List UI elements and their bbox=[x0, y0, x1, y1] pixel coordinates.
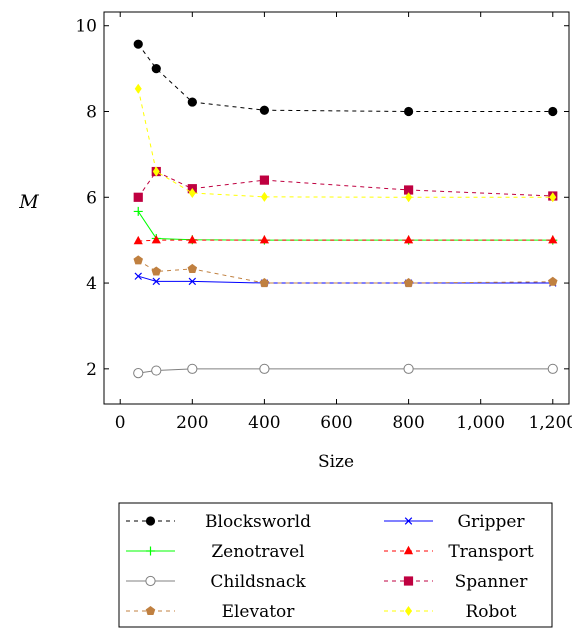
data-point-transport bbox=[133, 235, 143, 245]
data-point-elevator bbox=[259, 278, 270, 288]
data-point-blocksworld bbox=[548, 106, 558, 117]
series-blocksworld bbox=[133, 39, 558, 117]
series-transport bbox=[133, 234, 558, 245]
data-point-elevator bbox=[187, 263, 198, 273]
y-tick-label: 2 bbox=[86, 360, 97, 380]
x-tick-label: 1,000 bbox=[456, 413, 505, 433]
data-point-gripper bbox=[134, 272, 142, 280]
legend-label: Childsnack bbox=[210, 572, 306, 592]
legend: Blocksworld Gripper Zenotravel Transport Chi… bbox=[126, 512, 534, 622]
data-point-robot bbox=[152, 166, 160, 177]
series-line-gripper bbox=[138, 275, 553, 284]
data-point-blocksworld bbox=[403, 106, 414, 117]
y-axis-label: M bbox=[18, 191, 39, 213]
data-point-blocksworld bbox=[133, 39, 143, 49]
data-point-robot bbox=[134, 83, 142, 94]
series-layer bbox=[133, 39, 558, 379]
legend-box bbox=[118, 502, 553, 628]
y-tick-label: 6 bbox=[86, 188, 97, 208]
data-point-elevator bbox=[133, 255, 143, 265]
legend-entry-blocksworld: Blocksworld bbox=[126, 512, 311, 532]
data-point-spanner bbox=[133, 192, 143, 202]
data-point-blocksworld bbox=[259, 105, 270, 115]
legend-entry-gripper: Gripper bbox=[384, 512, 525, 532]
data-point-spanner bbox=[403, 185, 414, 195]
data-point-childsnack bbox=[133, 368, 144, 379]
x-tick-label: 200 bbox=[176, 413, 208, 433]
legend-entry-robot: Robot bbox=[384, 602, 517, 622]
series-elevator bbox=[133, 255, 558, 288]
data-point-transport bbox=[187, 234, 197, 244]
series-zenotravel bbox=[133, 206, 558, 245]
series-gripper bbox=[134, 272, 557, 287]
legend-label: Elevator bbox=[222, 602, 296, 622]
legend-swatch-marker bbox=[145, 606, 156, 616]
series-line-zenotravel bbox=[137, 211, 553, 241]
legend-label: Robot bbox=[466, 602, 517, 622]
legend-label: Spanner bbox=[455, 572, 529, 592]
legend-swatch-marker bbox=[405, 606, 412, 616]
data-point-elevator bbox=[548, 276, 558, 286]
series-line-spanner bbox=[137, 170, 553, 198]
data-point-childsnack bbox=[547, 363, 558, 374]
series-spanner bbox=[133, 166, 558, 202]
legend-entry-transport: Transport bbox=[384, 542, 534, 562]
data-point-transport bbox=[548, 234, 558, 244]
data-point-spanner bbox=[259, 175, 270, 185]
data-point-childsnack bbox=[187, 363, 198, 374]
legend-entry-childsnack: Childsnack bbox=[126, 572, 306, 592]
series-robot bbox=[134, 83, 557, 203]
x-tick-label: 800 bbox=[392, 413, 424, 433]
series-line-elevator bbox=[137, 259, 553, 284]
y-tick-label: 10 bbox=[75, 17, 97, 37]
data-point-zenotravel bbox=[133, 206, 143, 216]
legend-swatch-marker bbox=[404, 517, 413, 525]
data-point-blocksworld bbox=[187, 97, 197, 107]
data-point-robot bbox=[405, 192, 413, 203]
plot-frame bbox=[103, 11, 570, 405]
data-point-robot bbox=[188, 187, 196, 198]
legend-label: Transport bbox=[448, 542, 534, 562]
y-tick-label: 4 bbox=[86, 274, 97, 294]
legend-label: Blocksworld bbox=[205, 512, 311, 532]
data-point-robot bbox=[260, 191, 268, 202]
legend-entry-spanner: Spanner bbox=[384, 572, 528, 592]
data-point-transport bbox=[403, 234, 414, 244]
data-point-childsnack bbox=[403, 363, 414, 374]
x-tick-label: 400 bbox=[248, 413, 280, 433]
x-tick-label: 1,200 bbox=[528, 413, 572, 433]
data-point-elevator bbox=[403, 278, 414, 288]
legend-swatch-marker bbox=[403, 545, 414, 555]
series-line-childsnack bbox=[138, 368, 553, 374]
data-point-childsnack bbox=[259, 363, 270, 374]
legend-swatch-marker bbox=[403, 576, 414, 586]
legend-swatch-marker bbox=[146, 546, 155, 556]
series-childsnack bbox=[133, 363, 558, 379]
y-tick-label: 8 bbox=[86, 103, 97, 123]
legend-swatch-marker bbox=[145, 575, 156, 587]
series-line-robot bbox=[137, 88, 553, 198]
data-point-transport bbox=[259, 234, 270, 244]
legend-label: Zenotravel bbox=[211, 542, 304, 562]
data-point-robot bbox=[549, 192, 557, 203]
x-tick-label: 600 bbox=[320, 413, 352, 433]
series-line-transport bbox=[138, 239, 553, 242]
x-tick-label: 0 bbox=[115, 413, 126, 433]
y-axis-ticks: 2 4 6 8 10 bbox=[75, 17, 569, 380]
data-point-gripper bbox=[152, 277, 160, 286]
legend-entry-zenotravel: Zenotravel bbox=[126, 542, 305, 562]
x-axis-ticks: 0 200 400 600 800 1,000 1,200 bbox=[115, 12, 572, 433]
legend-swatch-marker bbox=[145, 516, 156, 526]
data-point-childsnack bbox=[151, 365, 162, 376]
legend-label: Gripper bbox=[457, 512, 525, 532]
x-axis-label: Size bbox=[318, 452, 354, 472]
data-point-gripper bbox=[188, 277, 197, 286]
data-point-elevator bbox=[151, 266, 162, 276]
data-point-transport bbox=[151, 234, 161, 244]
series-line-blocksworld bbox=[137, 43, 553, 112]
legend-entry-elevator: Elevator bbox=[126, 602, 295, 622]
data-point-blocksworld bbox=[151, 64, 161, 74]
